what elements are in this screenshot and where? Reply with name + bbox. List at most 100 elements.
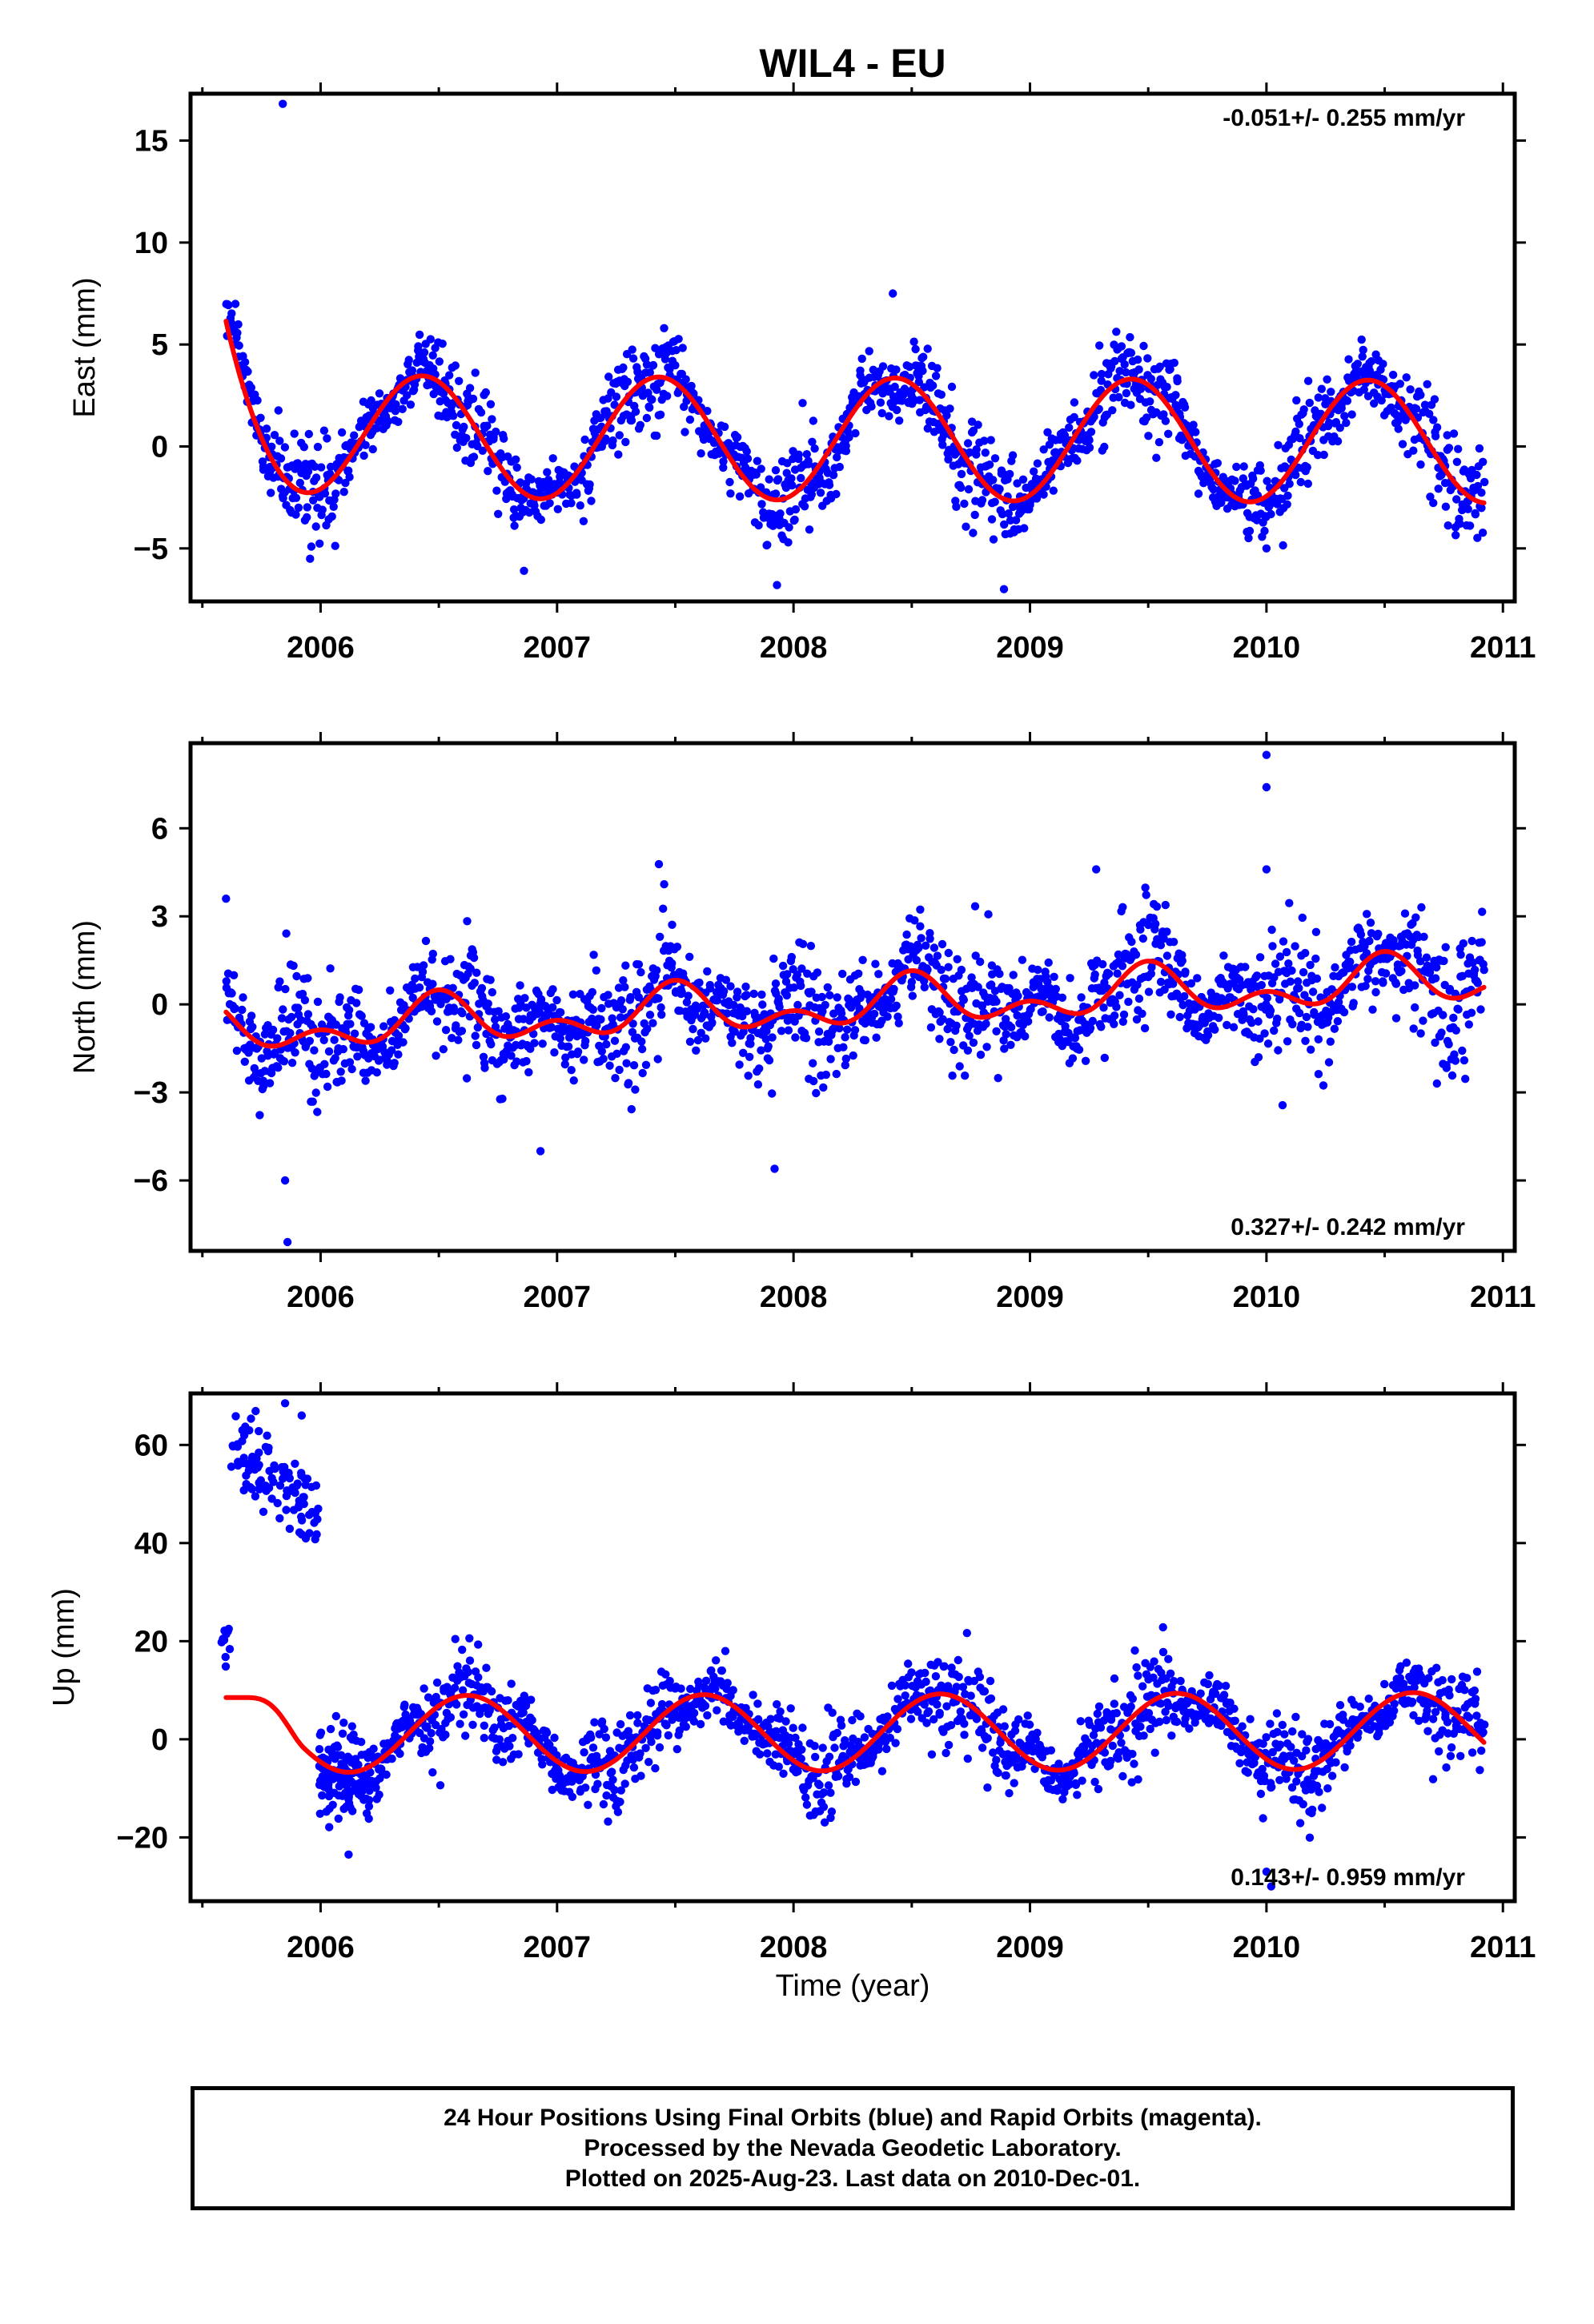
data-point (633, 1719, 642, 1727)
data-point (1033, 459, 1042, 468)
data-point (645, 403, 654, 412)
data-point (394, 417, 403, 426)
data-point (1419, 932, 1428, 942)
data-point (1134, 1671, 1142, 1680)
data-point (1335, 1701, 1345, 1710)
data-point (923, 965, 932, 975)
data-point (906, 1715, 916, 1723)
data-point (824, 1037, 833, 1047)
data-point (335, 993, 344, 1002)
data-point (929, 381, 938, 390)
data-point (810, 444, 819, 453)
data-point (1454, 1005, 1463, 1014)
data-point (510, 521, 519, 530)
data-point (1302, 1012, 1311, 1022)
data-point (942, 411, 951, 420)
data-point (1164, 429, 1173, 438)
data-point (588, 987, 596, 997)
data-point (818, 1007, 827, 1016)
data-point (1090, 970, 1099, 979)
data-point (615, 1065, 624, 1075)
data-point (450, 1007, 459, 1015)
data-point (637, 1037, 646, 1046)
data-point (893, 405, 901, 415)
data-point (811, 1752, 820, 1762)
data-point (1379, 979, 1387, 987)
data-point (861, 1035, 870, 1045)
data-point (793, 1000, 802, 1010)
data-point (1391, 1014, 1401, 1023)
data-point (673, 1745, 681, 1754)
data-point (1039, 445, 1048, 454)
data-point (1211, 1025, 1219, 1034)
data-point (1391, 979, 1401, 988)
data-point (1126, 1702, 1135, 1711)
data-point (877, 1016, 886, 1025)
data-point (488, 987, 496, 997)
data-point (482, 1029, 491, 1039)
data-point (568, 990, 578, 999)
data-point (331, 1054, 339, 1063)
data-point (656, 410, 665, 419)
data-point (1009, 971, 1018, 979)
data-point (1444, 1039, 1453, 1049)
data-point (920, 983, 929, 992)
data-point (1124, 997, 1133, 1007)
data-point (375, 1790, 383, 1799)
data-point (1133, 980, 1142, 989)
data-point (975, 1672, 985, 1682)
data-point (1033, 1728, 1042, 1737)
data-point (810, 1742, 819, 1751)
data-point (1169, 979, 1178, 988)
data-point (746, 1034, 755, 1043)
data-point (1395, 380, 1405, 388)
data-point (992, 1755, 1001, 1764)
data-point (481, 388, 490, 397)
data-point (1356, 930, 1366, 939)
data-point (1232, 462, 1241, 472)
data-point (883, 1712, 892, 1721)
data-point (507, 1679, 516, 1688)
data-point (923, 424, 933, 433)
data-point (1480, 477, 1489, 487)
data-point (480, 1721, 488, 1730)
data-point (610, 400, 619, 409)
data-point (1411, 1003, 1419, 1012)
data-point (576, 501, 584, 510)
data-point (529, 1029, 538, 1039)
data-point (1476, 1005, 1485, 1014)
data-point (1442, 1763, 1451, 1772)
data-point (1094, 1702, 1104, 1711)
data-point (1249, 474, 1258, 483)
data-point (619, 976, 628, 985)
x-tick-label: 2010 (1233, 631, 1301, 665)
data-point (590, 1718, 599, 1727)
data-point (313, 997, 323, 1007)
data-point (352, 999, 361, 1007)
data-point (673, 943, 682, 951)
data-point (1118, 1017, 1128, 1027)
data-point (345, 1058, 355, 1067)
data-point (353, 1052, 362, 1061)
data-point (1018, 955, 1027, 964)
data-point (1464, 1020, 1474, 1029)
data-point (420, 1684, 428, 1693)
data-point (681, 1723, 690, 1731)
data-point (1004, 509, 1014, 518)
data-point (1143, 354, 1152, 363)
x-tick-label: 2007 (524, 631, 592, 665)
data-point (1221, 1682, 1231, 1691)
data-point (451, 361, 460, 370)
data-point (1420, 400, 1430, 409)
data-point (608, 1775, 617, 1784)
data-point (1278, 1100, 1287, 1110)
data-point (482, 1663, 491, 1672)
data-point (1357, 335, 1366, 344)
data-point (1267, 925, 1276, 935)
data-point (1150, 1748, 1159, 1757)
data-point (1411, 404, 1421, 413)
data-point (311, 1088, 320, 1097)
data-point (703, 967, 712, 976)
data-point (602, 1791, 611, 1800)
data-point (705, 984, 715, 993)
